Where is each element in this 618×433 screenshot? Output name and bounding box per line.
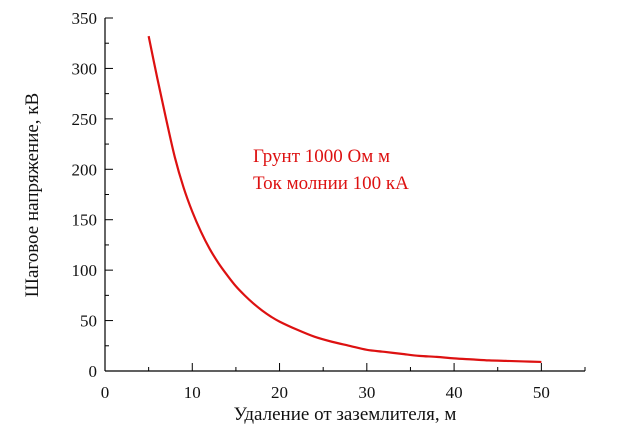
y-axis-ticks: 0 50 100 150 200 250 300 350 — [72, 9, 113, 381]
y-axis-title: Шаговое напряжение, кВ — [22, 93, 43, 297]
x-tick-label: 0 — [101, 383, 110, 402]
annotation-current: Ток молнии 100 кА — [253, 173, 409, 194]
x-tick-label: 20 — [271, 383, 288, 402]
y-tick-label: 200 — [72, 160, 98, 179]
x-tick-label: 10 — [184, 383, 201, 402]
data-line — [147, 35, 542, 364]
y-tick-label: 50 — [80, 312, 97, 331]
y-tick-label: 150 — [72, 211, 98, 230]
annotation-soil: Грунт 1000 Ом м — [253, 146, 390, 167]
x-tick-label: 40 — [446, 383, 463, 402]
x-tick-label: 50 — [533, 383, 550, 402]
x-tick-label: 30 — [358, 383, 375, 402]
y-tick-label: 250 — [72, 110, 98, 129]
y-tick-label: 0 — [89, 362, 98, 381]
y-tick-label: 350 — [72, 9, 98, 28]
y-tick-label: 100 — [72, 261, 98, 280]
y-tick-label: 300 — [72, 59, 98, 78]
x-axis-title: Удаление от заземлителя, м — [234, 404, 457, 425]
x-axis-ticks: 0 10 20 30 40 50 — [101, 363, 586, 402]
